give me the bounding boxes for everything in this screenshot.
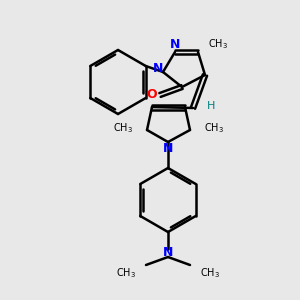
Text: CH$_3$: CH$_3$ <box>200 266 220 280</box>
Text: CH$_3$: CH$_3$ <box>116 266 136 280</box>
Text: N: N <box>163 247 173 260</box>
Text: N: N <box>163 142 173 154</box>
Text: O: O <box>147 88 157 101</box>
Text: H: H <box>207 101 215 111</box>
Text: CH$_3$: CH$_3$ <box>208 37 228 51</box>
Text: CH$_3$: CH$_3$ <box>204 121 224 135</box>
Text: N: N <box>170 38 180 50</box>
Text: N: N <box>153 62 163 76</box>
Text: CH$_3$: CH$_3$ <box>113 121 133 135</box>
